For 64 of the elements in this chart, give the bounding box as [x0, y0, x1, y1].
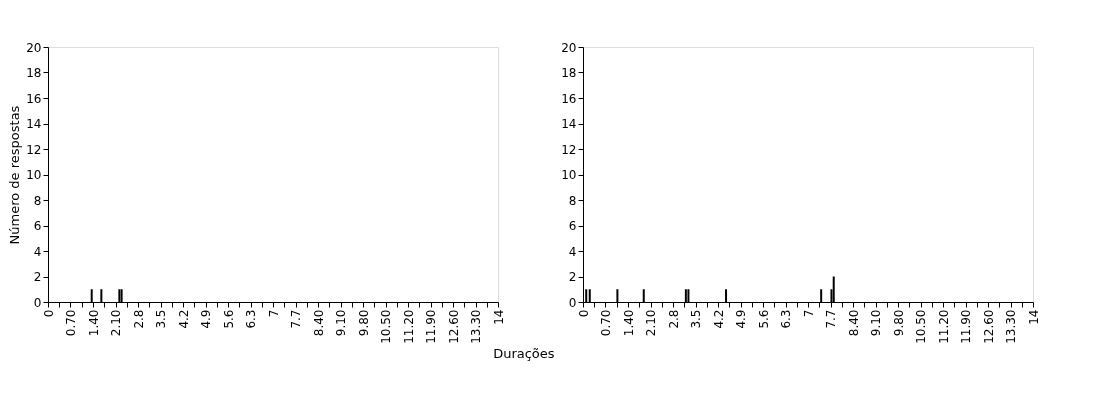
x-tick-label: 2.10 — [109, 309, 123, 337]
y-tick-label: 4 — [568, 244, 577, 259]
x-tick-label: 10.50 — [914, 309, 928, 344]
x-tick-label: 6.3 — [244, 309, 258, 329]
x-tick-label: 7.7 — [289, 309, 303, 329]
y-tick-label: 2 — [33, 270, 42, 284]
x-tick-label: 14 — [1026, 309, 1041, 325]
y-tick-label: 8 — [568, 193, 577, 208]
x-tick-label: 7 — [801, 309, 816, 318]
y-tick-label: 20 — [561, 40, 577, 55]
y-tick-label: 12 — [26, 142, 42, 157]
x-tick-label: 8.40 — [311, 309, 326, 337]
x-tick-label: 4.9 — [199, 309, 213, 329]
x-tick-label: 0 — [41, 309, 56, 318]
x-tick-label: 1.40 — [621, 309, 636, 337]
x-tick-label: 11.90 — [424, 309, 438, 344]
x-tick-label: 8.40 — [846, 309, 861, 337]
x-tick-label: 12.60 — [981, 309, 996, 344]
x-axis-title: Durações — [493, 345, 555, 361]
y-tick-label: 20 — [26, 40, 42, 55]
x-tick-label: 6.3 — [779, 309, 793, 329]
x-tick-label: 5.6 — [756, 309, 771, 329]
x-tick-label: 4.2 — [176, 309, 191, 329]
x-tick-label: 10.50 — [379, 309, 393, 344]
x-tick-label: 7 — [266, 309, 281, 318]
x-tick-label: 1.40 — [86, 309, 101, 337]
y-tick-label: 6 — [33, 219, 42, 233]
x-tick-label: 11.90 — [959, 309, 973, 344]
x-tick-label: 9.80 — [356, 309, 371, 337]
x-tick-label: 7.7 — [824, 309, 838, 329]
x-tick-label: 5.6 — [221, 309, 236, 329]
x-tick-label: 11.20 — [401, 309, 416, 344]
x-tick-label: 13.30 — [1004, 309, 1018, 344]
y-tick-label: 12 — [561, 142, 577, 157]
y-tick-label: 16 — [26, 91, 42, 106]
x-tick-label: 11.20 — [936, 309, 951, 344]
x-tick-label: 0.70 — [64, 309, 78, 337]
x-tick-label: 9.10 — [334, 309, 348, 337]
x-tick-label: 14 — [491, 309, 506, 325]
x-tick-label: 3.5 — [689, 309, 703, 329]
x-tick-label: 0 — [576, 309, 591, 318]
y-tick-label: 10 — [26, 168, 42, 182]
x-tick-label: 9.10 — [869, 309, 883, 337]
y-tick-label: 6 — [568, 219, 577, 233]
y-tick-label: 4 — [33, 244, 42, 259]
y-tick-label: 18 — [26, 66, 42, 80]
x-tick-label: 2.8 — [666, 309, 681, 329]
x-tick-label: 2.8 — [131, 309, 146, 329]
x-tick-label: 13.30 — [469, 309, 483, 344]
y-tick-label: 14 — [561, 117, 577, 131]
x-tick-label: 3.5 — [154, 309, 168, 329]
y-tick-label: 18 — [561, 66, 577, 80]
y-tick-label: 14 — [26, 117, 42, 131]
y-axis-title: Número de respostas — [7, 105, 23, 245]
x-tick-label: 0.70 — [599, 309, 613, 337]
y-tick-label: 16 — [561, 91, 577, 106]
x-tick-label: 4.9 — [734, 309, 748, 329]
x-tick-label: 4.2 — [711, 309, 726, 329]
y-tick-label: 10 — [561, 168, 577, 182]
y-tick-label: 8 — [33, 193, 42, 208]
x-tick-label: 9.80 — [891, 309, 906, 337]
y-tick-label: 2 — [568, 270, 577, 284]
x-tick-label: 2.10 — [644, 309, 658, 337]
x-tick-label: 12.60 — [446, 309, 461, 344]
